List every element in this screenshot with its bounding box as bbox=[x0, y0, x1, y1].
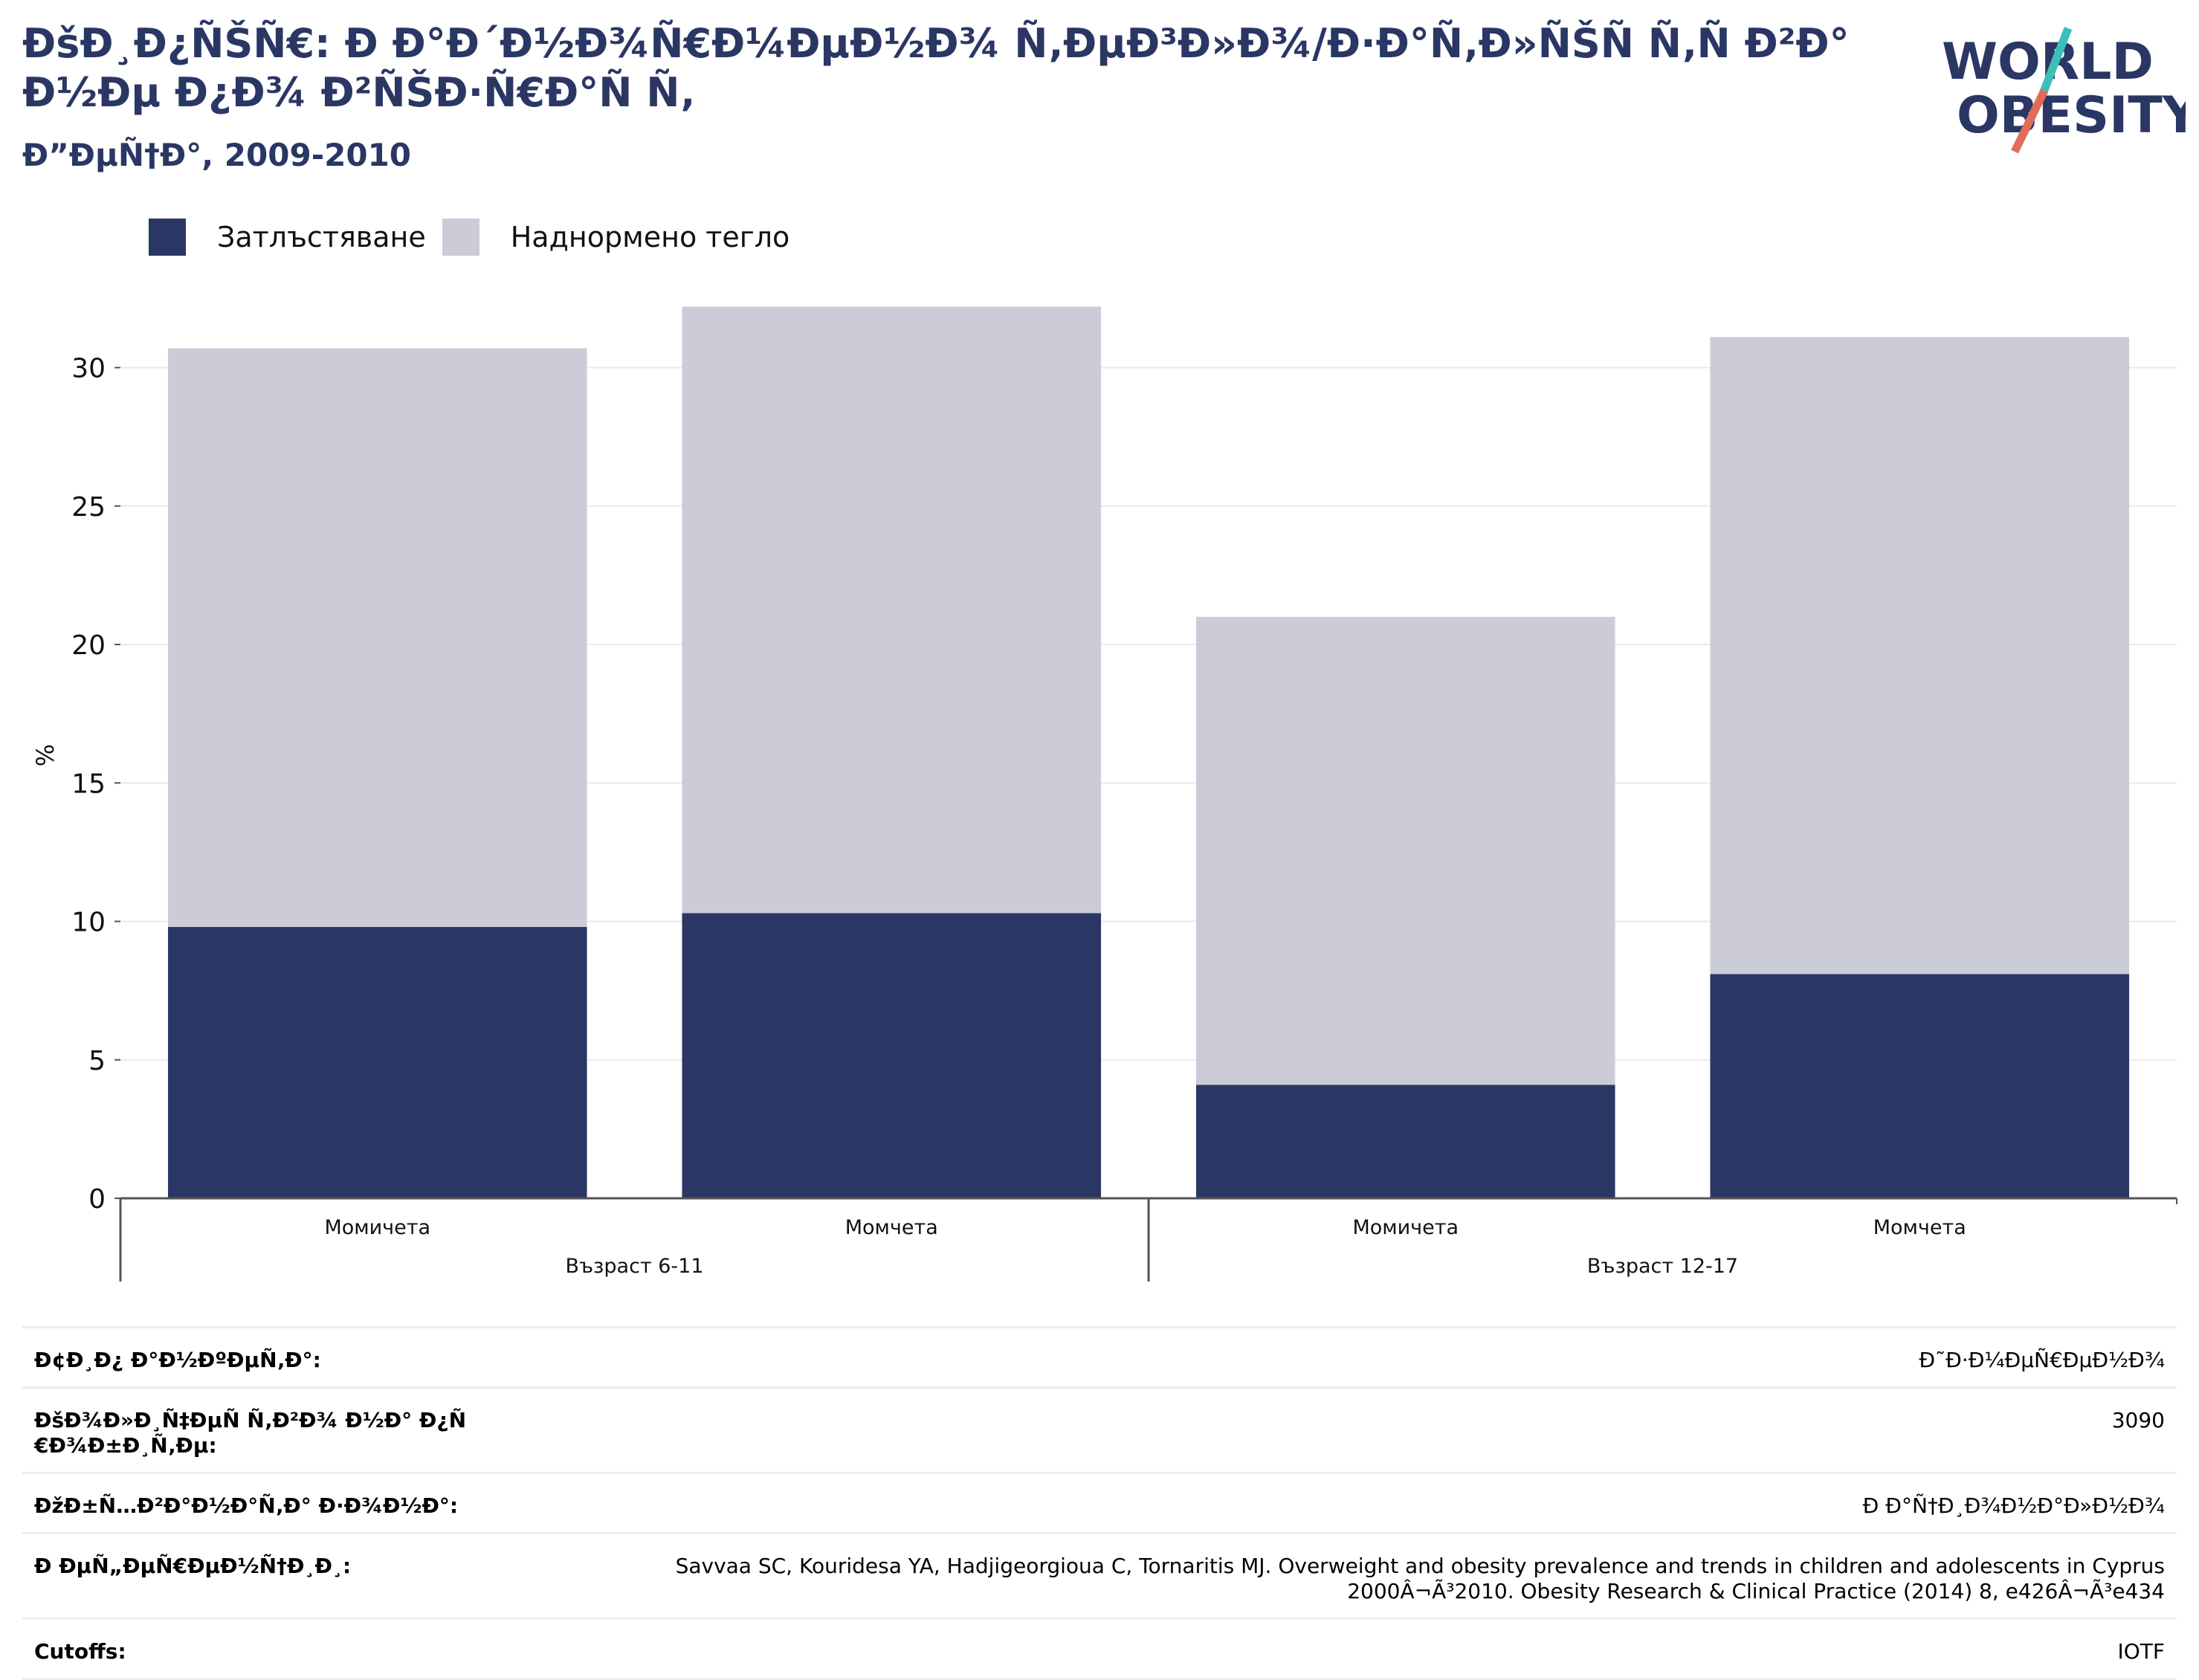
legend-swatch-obesity bbox=[149, 219, 186, 256]
y-tick-label: 5 bbox=[88, 1046, 106, 1076]
legend-swatch-overweight bbox=[442, 219, 479, 256]
bar-overweight bbox=[1195, 616, 1615, 1085]
survey-info-table: Ð¢Ð¸Ð¿ Ð°Ð½ÐºÐµÑ‚Ð°: Ð˜Ð·Ð¼ÐµÑ€ÐµÐ½Ð¾ Ðš… bbox=[22, 1326, 2177, 1680]
legend-label-obesity: Затлъстяване bbox=[217, 221, 426, 253]
bar-overweight bbox=[1710, 337, 2130, 975]
bar-overweight bbox=[682, 306, 1102, 914]
bar-obesity bbox=[167, 926, 587, 1198]
stacked-bar-chart: 0 5 10 15 20 25 30% Момичета Момчета Момичета Момч… bbox=[31, 306, 2177, 1282]
y-tick-label: 10 bbox=[71, 908, 106, 938]
info-row-references: Ð ÐµÑ„ÐµÑ€ÐµÐ½Ñ†Ð¸Ð¸: Savvaa SC, Kouride… bbox=[22, 1532, 2177, 1618]
y-tick-label: 0 bbox=[88, 1184, 106, 1215]
info-row-survey-type: Ð¢Ð¸Ð¿ Ð°Ð½ÐºÐµÑ‚Ð°: Ð˜Ð·Ð¼ÐµÑ€ÐµÐ½Ð¾ bbox=[22, 1326, 2177, 1386]
info-value: Savvaa SC, Kouridesa YA, Hadjigeorgioua … bbox=[675, 1554, 2165, 1603]
y-tick-label: 25 bbox=[71, 492, 106, 523]
info-label: Ð¢Ð¸Ð¿ Ð°Ð½ÐºÐµÑ‚Ð°: bbox=[34, 1348, 321, 1372]
y-tick-label: 15 bbox=[71, 769, 106, 799]
x-category-label: Момчета bbox=[845, 1216, 938, 1239]
x-group-label: Възраст 6-11 bbox=[565, 1255, 703, 1278]
info-value: 3090 bbox=[2111, 1408, 2165, 1432]
x-group-label: Възраст 12-17 bbox=[1587, 1255, 1738, 1278]
legend-item-overweight: Наднормено тегло bbox=[442, 219, 790, 256]
info-label: ÐžÐ±Ñ…Ð²Ð°Ð½Ð°Ñ‚Ð° Ð·Ð¾Ð½Ð°: bbox=[34, 1493, 459, 1518]
world-obesity-logo: WORLD OBESITY bbox=[1942, 27, 2186, 154]
y-axis-label: % bbox=[31, 744, 59, 766]
logo-slash-top bbox=[2038, 27, 2073, 95]
y-tick-label: 20 bbox=[71, 630, 106, 661]
x-category-label: Момчета bbox=[1873, 1216, 1966, 1239]
chart-legend: Затлъстяване Наднормено тегло bbox=[149, 219, 806, 256]
chart-title: ÐšÐ¸Ð¿ÑŠÑ€: Ð Ð°Ð´Ð½Ð¾Ñ€Ð¼ÐµÐ½Ð¾ Ñ‚ÐµÐ³Ð… bbox=[22, 20, 1850, 116]
info-row-area-covered: ÐžÐ±Ñ…Ð²Ð°Ð½Ð°Ñ‚Ð° Ð·Ð¾Ð½Ð°: Ð Ð°Ñ†Ð¸Ð¾Ð… bbox=[22, 1472, 2177, 1532]
info-value: Ð Ð°Ñ†Ð¸Ð¾Ð½Ð°Ð»Ð½Ð¾ bbox=[1862, 1493, 2165, 1518]
x-category-label: Момичета bbox=[1352, 1216, 1459, 1239]
bar-overweight bbox=[167, 348, 587, 927]
bar-obesity bbox=[1710, 974, 2130, 1198]
bar-obesity bbox=[1195, 1085, 1615, 1198]
logo-slash-bottom bbox=[2011, 88, 2048, 154]
legend-item-obesity: Затлъстяване bbox=[149, 219, 426, 256]
info-row-sample-size: ÐšÐ¾Ð»Ð¸Ñ‡ÐµÑ Ñ‚Ð²Ð¾ Ð½Ð° Ð¿Ñ€Ð¾Ð±Ð¸Ñ‚Ðµ… bbox=[22, 1386, 2177, 1472]
info-row-cutoffs: Cutoffs: IOTF bbox=[22, 1618, 2177, 1680]
logo-text-obesity: OBESITY bbox=[1957, 86, 2186, 145]
bar-obesity bbox=[682, 913, 1102, 1198]
info-label: ÐšÐ¾Ð»Ð¸Ñ‡ÐµÑ Ñ‚Ð²Ð¾ Ð½Ð° Ð¿Ñ€Ð¾Ð±Ð¸Ñ‚Ðµ… bbox=[34, 1408, 467, 1458]
chart-subtitle: Ð”ÐµÑ†Ð°, 2009-2010 bbox=[22, 137, 412, 173]
y-tick-label: 30 bbox=[71, 354, 106, 384]
info-value: Ð˜Ð·Ð¼ÐµÑ€ÐµÐ½Ð¾ bbox=[1919, 1348, 2165, 1372]
x-category-label: Момичета bbox=[324, 1216, 430, 1239]
info-label: Cutoffs: bbox=[34, 1639, 126, 1664]
info-value: IOTF bbox=[2117, 1639, 2165, 1664]
legend-label-overweight: Наднормено тегло bbox=[510, 221, 790, 253]
info-label: Ð ÐµÑ„ÐµÑ€ÐµÐ½Ñ†Ð¸Ð¸: bbox=[34, 1554, 352, 1578]
